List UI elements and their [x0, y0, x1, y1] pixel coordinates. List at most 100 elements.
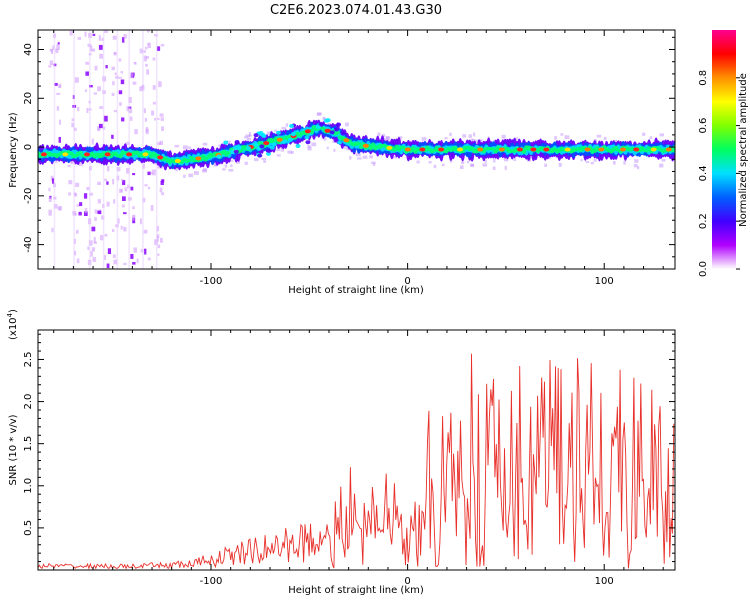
noise-speckle	[392, 155, 398, 159]
ridge-hotspot	[438, 147, 445, 152]
noise-speckle	[78, 161, 83, 166]
noise-speckle	[101, 37, 104, 42]
noise-speckle	[482, 163, 488, 167]
noise-speckle	[58, 83, 62, 88]
noise-speckle	[92, 257, 97, 262]
noise-speckle	[89, 46, 93, 52]
noise-speckle	[323, 137, 327, 141]
noise-speckle	[160, 43, 165, 47]
noise-speckle	[133, 61, 136, 64]
noise-speckle	[151, 110, 155, 116]
x-tick-label: 100	[595, 276, 614, 287]
noise-speckle	[161, 126, 165, 131]
noise-speckle	[106, 263, 110, 269]
noise-speckle	[659, 133, 665, 137]
noise-speckle	[98, 123, 103, 129]
noise-speckle	[174, 144, 179, 148]
noise-speckle	[449, 132, 452, 136]
ridge-blob	[287, 137, 293, 142]
noise-speckle	[142, 197, 146, 203]
ridge-blob	[644, 149, 650, 153]
ridge-blob	[266, 148, 272, 153]
noise-speckle	[462, 134, 467, 138]
colorbar-tick-label: 0.0	[698, 261, 709, 277]
ridge-blob	[253, 133, 259, 138]
noise-speckle	[147, 30, 150, 33]
ridge-hotspot	[195, 156, 202, 161]
noise-speckle	[280, 147, 285, 152]
y-tick-label: 0.5	[23, 520, 34, 536]
ridge-blob	[289, 123, 295, 128]
noise-speckle	[97, 199, 101, 204]
noise-speckle	[156, 236, 159, 242]
ridge-blob	[229, 149, 235, 154]
ridge-blob	[232, 146, 238, 151]
noise-speckle	[98, 35, 101, 41]
noise-speckle	[91, 226, 96, 232]
noise-speckle	[471, 139, 476, 142]
noise-speckle	[112, 35, 117, 40]
x-tick-label: 0	[404, 576, 410, 587]
noise-speckle	[253, 157, 259, 162]
noise-speckle	[649, 136, 653, 140]
noise-speckle	[76, 229, 79, 234]
noise-speckle	[122, 37, 125, 43]
noise-speckle	[642, 132, 646, 136]
ridge-blob	[266, 151, 272, 156]
ridge-blob	[340, 131, 346, 136]
noise-speckle	[56, 106, 60, 111]
noise-speckle	[182, 145, 188, 150]
noise-speckle	[120, 79, 125, 85]
ridge-hotspot	[530, 147, 537, 152]
noise-speckle	[91, 247, 96, 252]
noise-speckle	[143, 229, 148, 234]
ridge-hotspot	[498, 147, 505, 152]
y-tick-label: 0	[23, 144, 34, 150]
noise-speckle	[466, 160, 470, 164]
y-tick-label: 2.0	[23, 394, 34, 410]
noise-speckle	[106, 181, 109, 185]
noise-speckle	[126, 184, 130, 189]
noise-speckle	[230, 164, 233, 168]
ridge-blob	[233, 149, 239, 154]
noise-speckle	[156, 46, 161, 51]
ridge-blob	[275, 130, 281, 135]
noise-speckle	[58, 119, 62, 125]
noise-speckle	[156, 225, 160, 232]
noise-speckle	[54, 83, 58, 86]
noise-speckle	[143, 55, 148, 62]
y-tick-label: 2.5	[23, 352, 34, 368]
colorbar-scale	[712, 30, 736, 269]
noise-speckle	[103, 254, 107, 260]
ridge-hotspot	[142, 152, 149, 157]
noise-speckle	[157, 165, 161, 169]
noise-speckle	[107, 248, 112, 255]
noise-speckle	[93, 92, 98, 95]
colorbar-tick-label: 0.4	[698, 165, 709, 181]
noise-speckle	[248, 131, 251, 136]
ridge-hotspots	[40, 128, 672, 163]
noise-speckle	[57, 42, 60, 45]
noise-speckle	[246, 137, 251, 141]
noise-speckle	[473, 132, 476, 137]
ridge-hotspot	[263, 141, 270, 146]
noise-speckle	[99, 106, 104, 109]
noise-speckle	[106, 165, 110, 172]
ridge-blob	[245, 146, 251, 151]
ridge-blob	[260, 132, 266, 137]
noise-speckle	[558, 162, 562, 167]
noise-speckle	[94, 217, 97, 221]
noise-speckle	[634, 159, 639, 163]
noise-speckle	[99, 235, 104, 241]
noise-speckle	[106, 201, 110, 207]
spectrogram-x-axis: -100 0 100	[53, 30, 664, 287]
noise-speckle	[53, 204, 58, 209]
noise-speckle	[139, 48, 143, 54]
noise-speckle	[49, 60, 54, 66]
noise-speckle	[56, 92, 61, 95]
colorbar-tick-label: 0.6	[698, 118, 709, 134]
noise-speckle	[126, 167, 130, 174]
ridge-blob	[304, 135, 310, 140]
noise-speckle	[514, 137, 519, 141]
noise-speckle	[67, 164, 71, 167]
